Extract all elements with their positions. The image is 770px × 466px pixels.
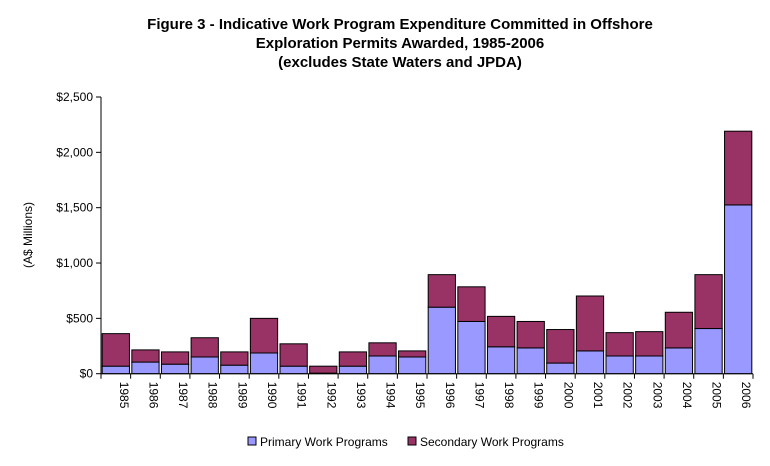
chart-title-line-1: Figure 3 - Indicative Work Program Expen… [147,16,653,33]
bar-primary-1990 [249,352,279,375]
bar-secondary-1989 [220,351,249,366]
x-tick-label-1995: 1995 [413,382,427,409]
y-axis-label: (A$ Millions) [21,202,35,268]
bar-secondary-1996 [427,274,456,308]
x-tick-label-1985: 1985 [117,382,131,409]
bar-primary-1994 [368,355,397,375]
bar-secondary-1987 [160,351,190,365]
bar-primary-2006 [724,204,753,375]
x-tick-label-2000: 2000 [561,382,575,409]
bar-secondary-2006 [724,130,753,206]
x-tick-label-2001: 2001 [591,382,605,409]
x-tick-label-1996: 1996 [443,382,457,409]
x-tick-label-1997: 1997 [472,382,486,409]
legend-label-secondary: Secondary Work Programs [420,435,564,449]
bar-secondary-2002 [605,332,634,357]
bar-secondary-1999 [516,320,545,349]
bar-primary-1991 [279,365,308,375]
bar-secondary-1998 [486,315,516,348]
bar-secondary-2000 [546,329,575,364]
bar-secondary-1997 [457,286,486,322]
x-tick-label-1993: 1993 [354,382,368,409]
x-tick-label-1991: 1991 [295,382,309,409]
x-tick-label-2006: 2006 [739,382,753,409]
x-tick-label-1999: 1999 [532,382,546,409]
x-tick-label-2003: 2003 [650,382,664,409]
bar-primary-1997 [457,320,486,375]
chart-title-line-2: Exploration Permits Awarded, 1985-2006 [256,35,544,52]
bar-secondary-1985 [101,333,130,367]
bar-secondary-1990 [249,317,279,354]
bar-primary-2005 [694,328,723,375]
bar-secondary-1994 [368,342,397,357]
bar-secondary-1995 [398,350,427,358]
bar-secondary-2003 [635,331,664,357]
legend-swatch-secondary [407,436,417,446]
x-tick-label-1998: 1998 [502,382,516,409]
bar-primary-1993 [338,365,368,375]
bar-secondary-1988 [190,337,219,358]
chart-title-line-3: (excludes State Waters and JPDA) [278,54,522,71]
x-tick-label-1987: 1987 [176,382,190,409]
bar-secondary-1993 [338,351,368,367]
x-tick-label-1988: 1988 [206,382,220,409]
x-tick-label-1994: 1994 [384,382,398,409]
bar-primary-1988 [190,356,219,375]
legend-swatch-primary [247,436,257,446]
bar-primary-2001 [575,350,605,375]
x-tick-label-2004: 2004 [680,382,694,409]
bar-primary-2003 [635,355,664,375]
y-tick-label: $2,500 [56,90,93,104]
bar-primary-2000 [546,362,575,375]
y-tick-label: $2,000 [56,145,93,159]
x-tick-label-1990: 1990 [265,382,279,409]
bar-primary-2002 [605,355,634,375]
y-tick-label: $500 [66,311,93,325]
legend-label-primary: Primary Work Programs [260,435,388,449]
x-tick-label-2002: 2002 [621,382,635,409]
x-tick-label-1989: 1989 [235,382,249,409]
bar-secondary-1986 [131,349,160,363]
bar-primary-1985 [101,365,130,375]
bar-primary-1986 [131,361,160,375]
bar-primary-1996 [427,306,456,375]
y-tick-label: $0 [80,367,94,381]
bar-secondary-2004 [664,311,694,349]
x-tick-label-1986: 1986 [146,382,160,409]
x-tick-label-1992: 1992 [324,382,338,409]
bar-primary-1995 [398,356,427,375]
bar-primary-1999 [516,347,545,375]
bar-primary-2004 [664,347,694,375]
bar-primary-1989 [220,364,249,375]
bar-primary-1998 [486,346,516,375]
bar-secondary-1991 [279,343,308,367]
bar-secondary-2005 [694,274,723,330]
y-tick-label: $1,500 [56,201,93,215]
bar-primary-1987 [160,363,190,375]
bar-secondary-1992 [309,365,338,374]
y-tick-label: $1,000 [56,256,93,270]
bar-secondary-2001 [575,295,605,352]
x-tick-label-2005: 2005 [710,382,724,409]
